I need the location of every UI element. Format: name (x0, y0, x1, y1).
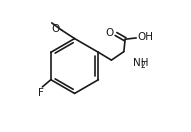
Text: NH: NH (133, 58, 148, 68)
Text: OH: OH (137, 32, 153, 42)
Text: O: O (106, 28, 114, 38)
Text: F: F (38, 88, 44, 98)
Text: 2: 2 (140, 61, 145, 70)
Text: O: O (52, 24, 60, 34)
